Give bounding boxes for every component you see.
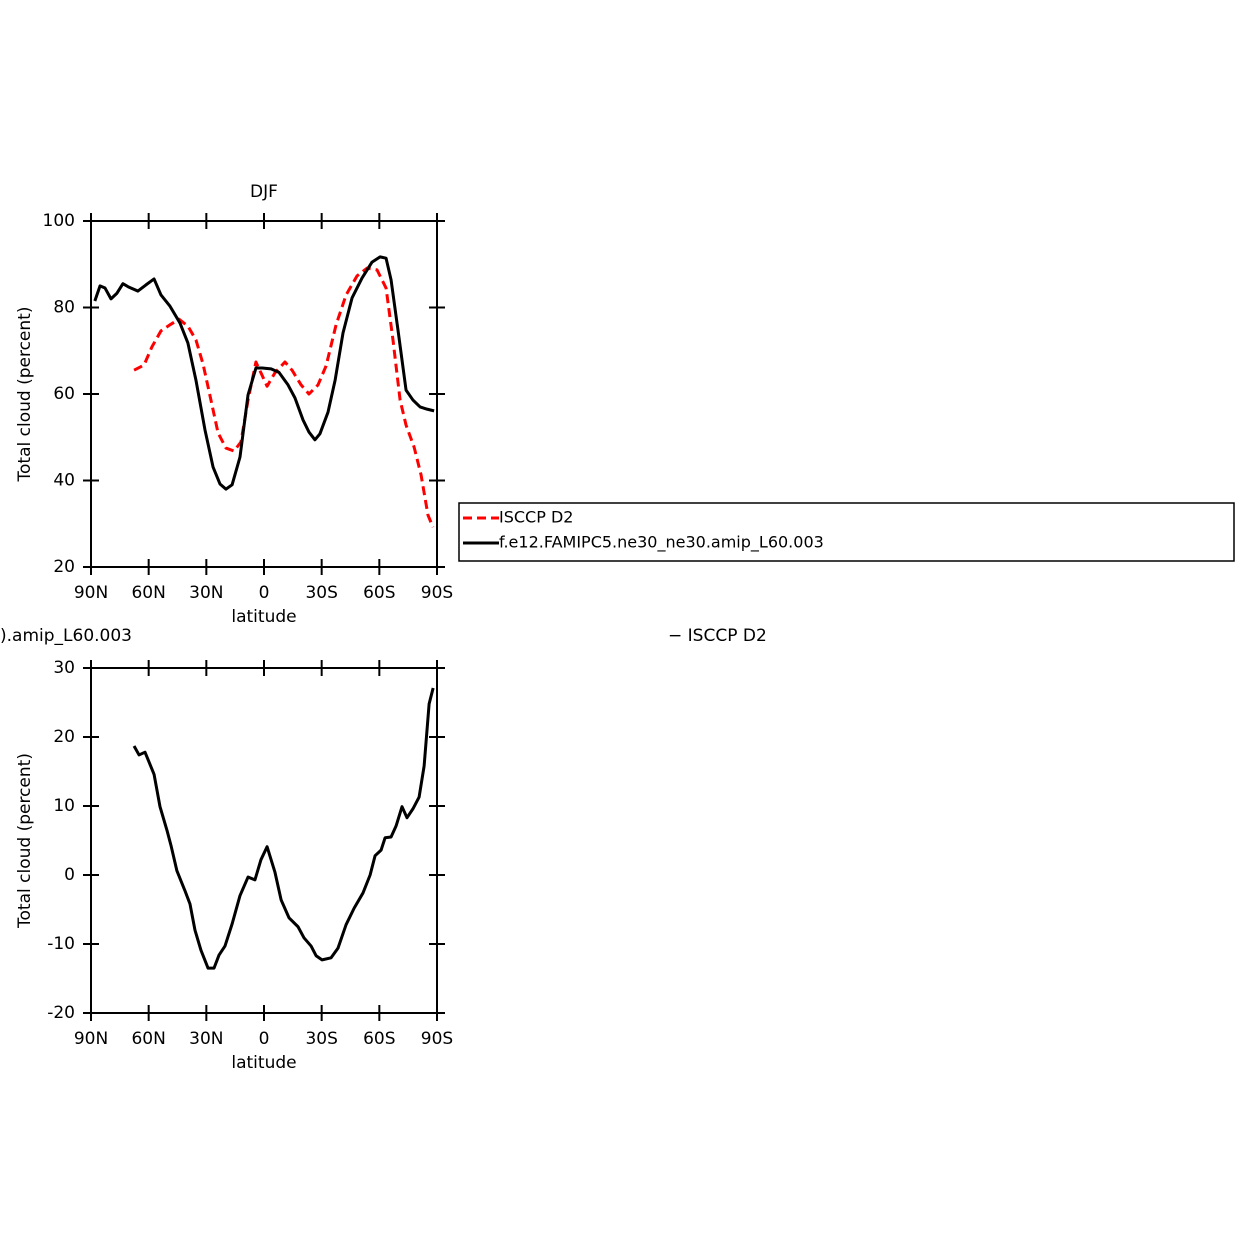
x-tick-label: 60N bbox=[131, 1029, 165, 1049]
x-tick-label: 30S bbox=[305, 1029, 337, 1049]
x-tick-label: 60N bbox=[131, 583, 165, 603]
y-tick-label: -10 bbox=[47, 934, 75, 954]
x-tick-label: 90N bbox=[74, 1029, 108, 1049]
x-axis-label: latitude bbox=[231, 1053, 296, 1073]
chart-title: − ISCCP D2 bbox=[668, 626, 767, 646]
x-tick-label: 90N bbox=[74, 583, 108, 603]
y-tick-label: 10 bbox=[53, 796, 75, 816]
y-tick-label: 100 bbox=[43, 211, 75, 231]
y-tick-label: 80 bbox=[53, 298, 75, 318]
legend-label: f.e12.FAMIPC5.ne30_ne30.amip_L60.003 bbox=[499, 533, 824, 553]
y-axis-label: Total cloud (percent) bbox=[15, 307, 35, 483]
y-tick-label: -20 bbox=[47, 1003, 75, 1023]
y-tick-label: 20 bbox=[53, 727, 75, 747]
y-tick-label: 40 bbox=[53, 471, 75, 491]
x-tick-label: 90S bbox=[421, 1029, 453, 1049]
legend-label: ISCCP D2 bbox=[499, 508, 573, 527]
x-tick-label: 0 bbox=[259, 583, 270, 603]
y-tick-label: 0 bbox=[64, 865, 75, 885]
y-tick-label: 30 bbox=[53, 658, 75, 678]
y-tick-label: 20 bbox=[53, 557, 75, 577]
data-line bbox=[132, 687, 435, 970]
chart-title: ).amip_L60.003 bbox=[0, 626, 132, 646]
x-tick-label: 30S bbox=[305, 583, 337, 603]
x-axis-label: latitude bbox=[231, 607, 296, 627]
data-line bbox=[133, 266, 435, 528]
x-tick-label: 30N bbox=[189, 583, 223, 603]
y-tick-label: 60 bbox=[53, 384, 75, 404]
data-line bbox=[93, 255, 435, 491]
chart-title: DJF bbox=[250, 182, 278, 202]
x-tick-label: 30N bbox=[189, 1029, 223, 1049]
plot-frame bbox=[90, 220, 438, 568]
x-tick-label: 90S bbox=[421, 583, 453, 603]
x-tick-label: 60S bbox=[363, 583, 395, 603]
x-tick-label: 60S bbox=[363, 1029, 395, 1049]
y-axis-label: Total cloud (percent) bbox=[15, 753, 35, 929]
x-tick-label: 0 bbox=[259, 1029, 270, 1049]
legend-box bbox=[458, 502, 1235, 562]
